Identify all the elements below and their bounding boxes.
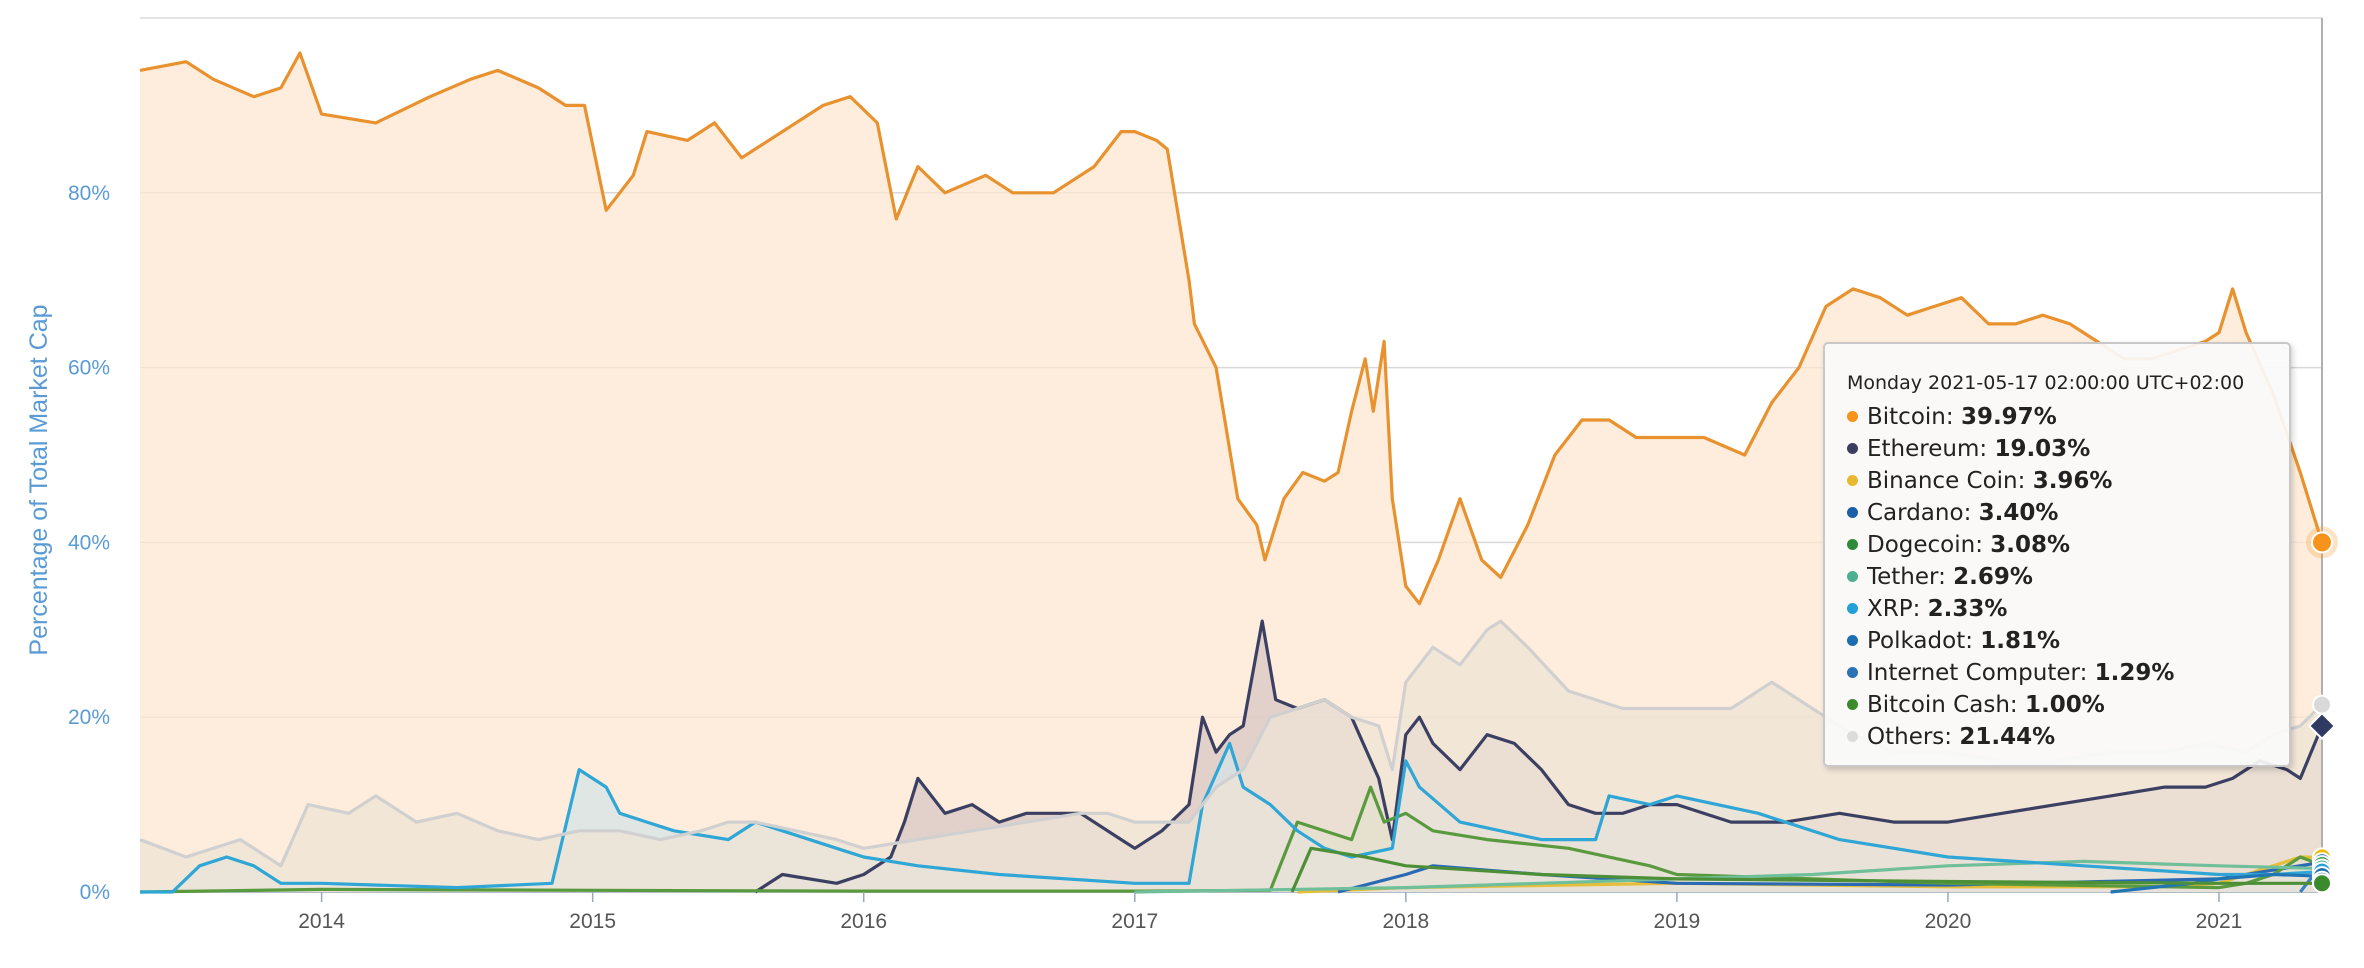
tooltip-row-bitcoin-cash: Bitcoin Cash: 1.00% [1847, 689, 2289, 721]
y-tick-label: 20% [68, 706, 110, 729]
tooltip-series-name: Others [1867, 724, 1945, 750]
tooltip-series-value: 1.29% [2094, 660, 2175, 686]
tooltip-series-name: Internet Computer [1867, 660, 2080, 686]
tooltip-row-dogecoin: Dogecoin: 3.08% [1847, 529, 2289, 561]
tooltip-series-value: 1.00% [2024, 692, 2105, 718]
x-tick-label: 2017 [1111, 910, 1158, 933]
tooltip-series-name: Ethereum [1867, 436, 1980, 462]
tooltip-series-value: 21.44% [1959, 724, 2056, 750]
tooltip-series-name: Tether [1867, 564, 1939, 590]
tooltip-row-binance-coin: Binance Coin: 3.96% [1847, 465, 2289, 497]
tooltip-series-name: Polkadot [1867, 628, 1966, 654]
legend-dot-icon [1847, 635, 1858, 646]
y-axis-label: Percentage of Total Market Cap [25, 304, 53, 655]
tooltip-date: Monday 2021-05-17 02:00:00 UTC+02:00 [1847, 372, 2245, 394]
legend-dot-icon [1847, 667, 1858, 678]
tooltip-rows: Bitcoin: 39.97% Ethereum: 19.03% Binance C… [1847, 401, 2289, 753]
bitcoin-area [140, 53, 2322, 892]
tether-line[interactable] [1134, 859, 2323, 894]
tooltip-series-value: 3.40% [1978, 500, 2059, 526]
bitcoin-cash-line[interactable] [1290, 846, 2322, 893]
others-marker [2312, 694, 2332, 715]
bitcoin-cash-marker [2312, 873, 2332, 894]
tooltip-series-value: 2.69% [1953, 564, 2033, 590]
y-tick-label: 0% [80, 881, 110, 904]
legend-dot-icon [1847, 731, 1858, 742]
bitcoin-marker [2311, 531, 2333, 554]
tooltip-row-ethereum: Ethereum: 19.03% [1847, 433, 2289, 465]
legend-dot-icon [1847, 539, 1858, 550]
tooltip-series-name: Bitcoin Cash [1867, 692, 2010, 718]
polkadot-line[interactable] [2110, 872, 2323, 894]
tooltip-row-tether: Tether: 2.69% [1847, 561, 2289, 593]
tooltip-row-cardano: Cardano: 3.40% [1847, 497, 2289, 529]
tooltip-series-value: 3.08% [1990, 532, 2071, 558]
x-tick-label: 2016 [840, 910, 887, 933]
tooltip-series-name: Bitcoin [1867, 404, 1946, 430]
y-tick-label: 60% [68, 357, 110, 380]
y-tick-label: 80% [68, 182, 110, 205]
tooltip-series-value: 39.97% [1960, 404, 2057, 430]
tooltip-series-value: 3.96% [2032, 468, 2113, 494]
bitcoin-line[interactable] [139, 51, 2324, 606]
others-area [140, 621, 2322, 892]
dogecoin-line[interactable] [139, 785, 2323, 894]
xrp-line[interactable] [140, 741, 2323, 894]
tooltip-series-value: 1.81% [1980, 628, 2061, 654]
tooltip-series-value: 2.33% [1927, 596, 2008, 622]
x-tick-label: 2020 [1925, 910, 1972, 933]
tooltip-row-internet-computer: Internet Computer: 1.29% [1847, 657, 2289, 689]
tooltip-row-polkadot: Polkadot: 1.81% [1847, 625, 2289, 657]
tooltip-row-xrp: XRP: 2.33% [1847, 593, 2289, 625]
hover-tooltip: Monday 2021-05-17 02:00:00 UTC+02:00 Bit… [1823, 342, 2291, 767]
tooltip-row-others: Others: 21.44% [1847, 721, 2289, 753]
tooltip-series-value: 19.03% [1994, 436, 2091, 462]
x-tick-label: 2021 [2196, 910, 2243, 933]
tooltip-series-name: Cardano [1867, 500, 1964, 526]
legend-dot-icon [1847, 603, 1858, 614]
series-areas [140, 53, 2322, 892]
x-tick-label: 2019 [1654, 910, 1701, 933]
legend-dot-icon [1847, 571, 1858, 582]
x-tick-label: 2015 [569, 910, 616, 933]
x-axis-ticks: 2014 2015 2016 2017 2018 2019 2020 2021 [298, 892, 2242, 933]
hover-markers [2306, 526, 2338, 894]
ethereum-marker [2307, 711, 2337, 741]
tooltip-series-name: XRP [1867, 596, 1913, 622]
legend-dot-icon [1847, 475, 1858, 486]
tooltip-series-name: Dogecoin [1867, 532, 1976, 558]
legend-dot-icon [1847, 699, 1858, 710]
legend-dot-icon [1847, 443, 1858, 454]
x-tick-label: 2014 [298, 910, 345, 933]
tooltip-series-name: Binance Coin [1867, 468, 2018, 494]
legend-dot-icon [1847, 411, 1858, 422]
ethereum-line[interactable] [754, 619, 2324, 894]
legend-dot-icon [1847, 507, 1858, 518]
y-tick-label: 40% [68, 531, 110, 554]
y-axis-ticks: 0% 20% 40% 60% 80% [68, 182, 110, 904]
x-tick-label: 2018 [1382, 910, 1429, 933]
tooltip-row-bitcoin: Bitcoin: 39.97% [1847, 401, 2289, 433]
